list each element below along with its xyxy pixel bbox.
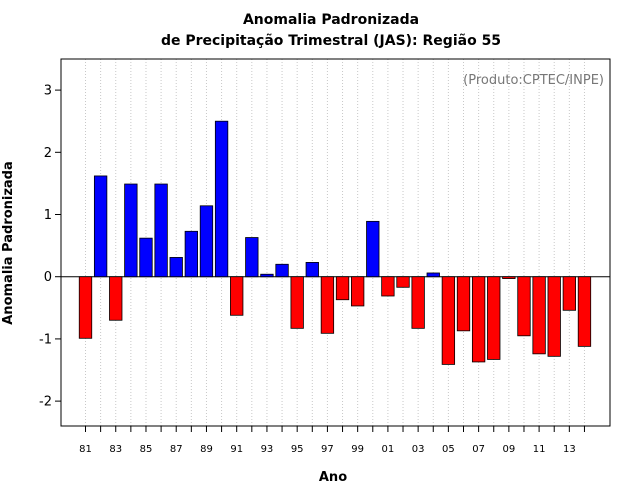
bar-89	[199, 205, 214, 278]
bar-94	[275, 263, 289, 278]
y-axis-label: Anomalia Padronizada	[1, 161, 16, 325]
x-tick-label: 83	[109, 444, 122, 455]
bar-12	[547, 276, 561, 357]
bar-97	[320, 276, 335, 334]
bar-83	[109, 276, 123, 321]
bar-82	[93, 175, 108, 278]
x-axis: 81 83 85 87 89 91 93 95 97 99 01 03 05 07 09 11 13	[79, 426, 585, 455]
bar-91	[230, 276, 244, 316]
x-axis-label: Ano	[319, 470, 347, 485]
source-annotation: (Produto:CPTEC/INPE)	[463, 73, 604, 88]
x-tick-label: 09	[502, 444, 515, 455]
y-tick-label: 1	[44, 208, 52, 223]
y-tick-label: -1	[39, 332, 52, 347]
bar-03	[411, 276, 425, 329]
bar-07	[471, 276, 486, 363]
bar-04	[426, 272, 440, 278]
x-tick-label: 85	[140, 444, 153, 455]
x-tick-label: 87	[170, 444, 183, 455]
y-tick-label: -2	[39, 395, 52, 410]
x-tick-label: 11	[533, 444, 546, 455]
bars-group	[78, 120, 592, 365]
bar-88	[184, 230, 198, 278]
bar-11	[532, 276, 546, 355]
bar-01	[381, 276, 395, 297]
bar-14	[577, 276, 592, 347]
bar-90	[214, 120, 229, 278]
x-tick-label: 93	[261, 444, 274, 455]
bar-05	[441, 276, 456, 365]
bar-06	[456, 276, 471, 332]
bar-96	[305, 262, 319, 278]
bar-93	[260, 273, 274, 278]
bar-84	[124, 183, 138, 278]
x-tick-label: 89	[200, 444, 213, 455]
bar-92	[245, 237, 259, 278]
x-tick-label: 13	[563, 444, 576, 455]
bar-13	[562, 276, 576, 311]
bar-98	[335, 276, 350, 301]
y-axis: -2 -1 0 1 2 3	[39, 84, 61, 410]
bar-85	[139, 237, 153, 278]
bar-09	[502, 276, 516, 279]
x-tick-label: 95	[291, 444, 304, 455]
bar-08	[487, 276, 501, 360]
bar-86	[154, 183, 168, 278]
chart-title-line-2: de Precipitação Trimestral (JAS): Região…	[161, 33, 501, 49]
bar-99	[351, 276, 365, 307]
bar-00	[366, 220, 380, 278]
bar-95	[290, 276, 304, 329]
bar-02	[396, 276, 410, 288]
x-tick-label: 99	[351, 444, 364, 455]
x-tick-label: 81	[79, 444, 92, 455]
x-tick-label: 05	[442, 444, 455, 455]
y-tick-label: 2	[44, 146, 52, 161]
x-tick-label: 03	[412, 444, 425, 455]
chart-title-line-1: Anomalia Padronizada	[243, 12, 419, 28]
plot-frame	[60, 58, 611, 427]
x-tick-label: 07	[472, 444, 485, 455]
y-tick-label: 0	[44, 270, 52, 285]
x-tick-label: 97	[321, 444, 334, 455]
x-tick-label: 01	[382, 444, 395, 455]
bar-10	[517, 276, 531, 337]
x-tick-label: 91	[230, 444, 243, 455]
bar-81	[78, 276, 93, 339]
y-tick-label: 3	[44, 84, 52, 99]
bar-87	[169, 257, 183, 278]
